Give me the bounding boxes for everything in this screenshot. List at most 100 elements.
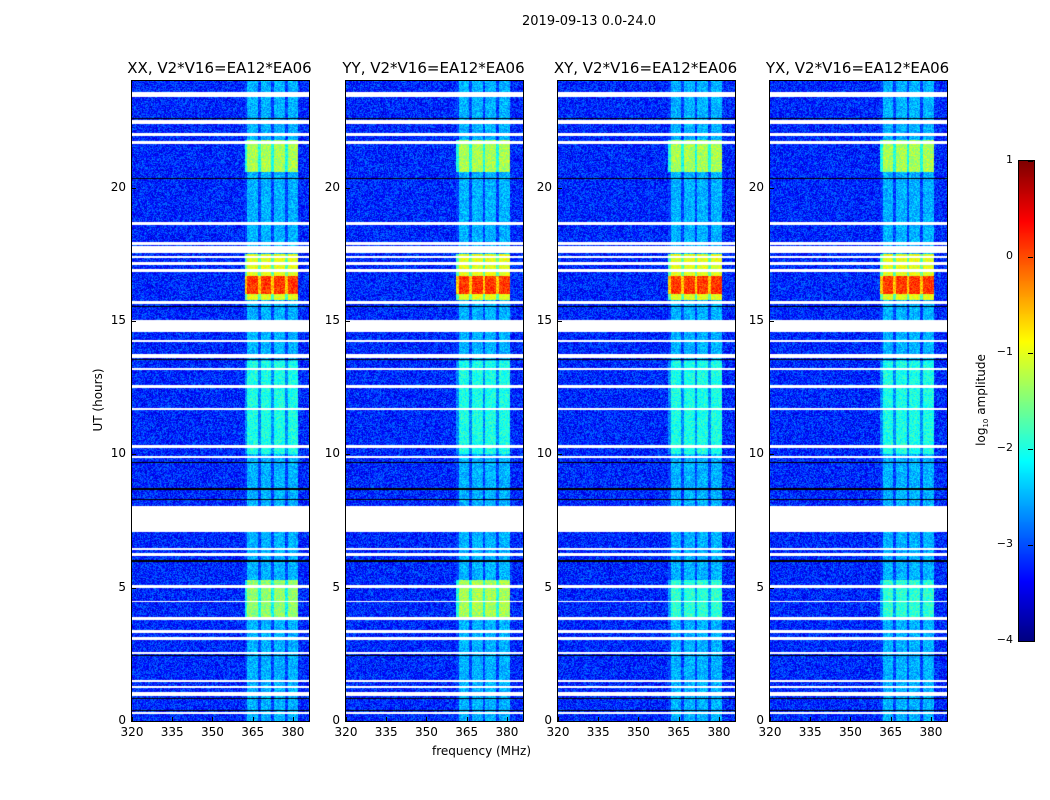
y-tick-label: 15 [324, 313, 340, 327]
heatmap-panel [557, 80, 736, 722]
y-tick-mark [132, 721, 136, 722]
x-tick-mark [598, 717, 600, 721]
y-tick-mark [558, 454, 562, 456]
colorbar-tick-label: −3 [996, 537, 1013, 550]
colorbar-tick-mark [1028, 545, 1033, 546]
x-tick-mark [506, 717, 508, 721]
y-tick-label: 0 [756, 713, 764, 727]
x-tick-mark [466, 717, 468, 721]
x-tick-label: 335 [798, 725, 822, 739]
x-tick-label: 380 [707, 725, 731, 739]
y-tick-mark [346, 454, 350, 456]
x-tick-mark [718, 717, 720, 721]
y-tick-label: 10 [324, 446, 340, 461]
y-tick-label: 10 [748, 446, 764, 461]
x-tick-mark [426, 717, 428, 721]
colorbar-tick-mark [1028, 257, 1033, 258]
x-tick-label: 380 [281, 725, 305, 739]
colorbar-tick-label: −1 [996, 345, 1013, 358]
x-tick-label: 335 [160, 725, 184, 739]
x-tick-label: 380 [919, 725, 943, 739]
x-tick-mark [132, 717, 133, 721]
y-tick-mark [770, 721, 774, 722]
y-tick-mark [346, 321, 350, 322]
x-tick-mark [678, 717, 680, 721]
x-tick-mark [386, 717, 388, 721]
x-tick-mark [850, 717, 852, 721]
y-tick-label: 15 [536, 313, 552, 327]
x-tick-label: 365 [241, 725, 265, 739]
y-tick-label: 5 [544, 579, 552, 594]
colorbar [1018, 160, 1035, 642]
y-tick-mark [770, 587, 774, 589]
x-tick-label: 365 [667, 725, 691, 739]
x-tick-label: 350 [839, 725, 862, 739]
y-tick-mark [346, 721, 350, 722]
y-tick-mark [132, 587, 136, 589]
x-tick-mark [638, 717, 640, 721]
x-tick-label: 350 [201, 725, 224, 739]
colorbar-label-rest: amplitude [973, 354, 988, 419]
colorbar-label: log10 amplitude [974, 354, 990, 446]
x-tick-mark [346, 717, 347, 721]
x-tick-label: 335 [586, 725, 610, 739]
x-tick-mark [930, 717, 932, 721]
panel-title: XX, V2*V16=EA12*EA06 [127, 59, 312, 77]
y-tick-label: 20 [536, 179, 552, 194]
y-tick-label: 20 [110, 179, 126, 194]
colorbar-tick-label: 0 [1006, 249, 1013, 262]
y-tick-label: 15 [110, 313, 126, 327]
x-tick-label: 335 [374, 725, 398, 739]
panel-title: XY, V2*V16=EA12*EA06 [553, 59, 738, 77]
x-tick-label: 320 [120, 725, 144, 739]
y-tick-mark [132, 454, 136, 456]
x-tick-mark [810, 717, 812, 721]
colorbar-tick-mark [1028, 449, 1033, 450]
y-tick-label: 0 [332, 713, 340, 727]
y-tick-mark [558, 321, 562, 322]
panel-title: YX, V2*V16=EA12*EA06 [765, 59, 950, 77]
colorbar-label-sub: 10 [982, 418, 991, 428]
x-axis-label: frequency (MHz) [432, 744, 532, 758]
x-tick-mark [890, 717, 892, 721]
x-tick-label: 320 [758, 725, 782, 739]
colorbar-label-main: log [973, 427, 988, 446]
colorbar-tick-mark [1028, 641, 1033, 642]
x-tick-label: 380 [495, 725, 519, 739]
colorbar-tick-label: −4 [996, 633, 1013, 646]
y-tick-mark [346, 587, 350, 589]
heatmap-panel [345, 80, 524, 722]
y-tick-label: 5 [756, 579, 764, 594]
y-tick-mark [558, 187, 562, 189]
y-tick-mark [558, 721, 562, 722]
x-tick-mark [252, 717, 254, 721]
colorbar-tick-mark [1028, 353, 1033, 354]
y-tick-label: 15 [748, 313, 764, 327]
x-tick-mark [292, 717, 294, 721]
y-tick-label: 20 [748, 179, 764, 194]
colorbar-tick-label: 1 [1006, 153, 1013, 166]
figure-title: 2019-09-13 0.0-24.0 [522, 14, 656, 29]
heatmap-panel [769, 80, 948, 722]
y-tick-label: 0 [544, 713, 552, 727]
x-tick-label: 365 [879, 725, 903, 739]
x-tick-label: 320 [334, 725, 358, 739]
y-tick-mark [132, 321, 136, 322]
x-tick-mark [558, 717, 559, 721]
y-axis-label: UT (hours) [91, 368, 105, 432]
y-tick-label: 0 [118, 713, 126, 727]
y-tick-label: 10 [110, 446, 126, 461]
y-tick-mark [770, 187, 774, 189]
y-tick-mark [346, 187, 350, 189]
x-tick-label: 320 [546, 725, 570, 739]
heatmap-panel [131, 80, 310, 722]
y-tick-mark [770, 454, 774, 456]
panel-title: YY, V2*V16=EA12*EA06 [342, 59, 525, 77]
y-tick-label: 20 [324, 179, 340, 194]
x-tick-label: 365 [455, 725, 479, 739]
y-tick-mark [770, 321, 774, 322]
x-tick-label: 350 [415, 725, 438, 739]
colorbar-tick-mark [1028, 161, 1033, 162]
y-tick-label: 5 [118, 579, 126, 594]
